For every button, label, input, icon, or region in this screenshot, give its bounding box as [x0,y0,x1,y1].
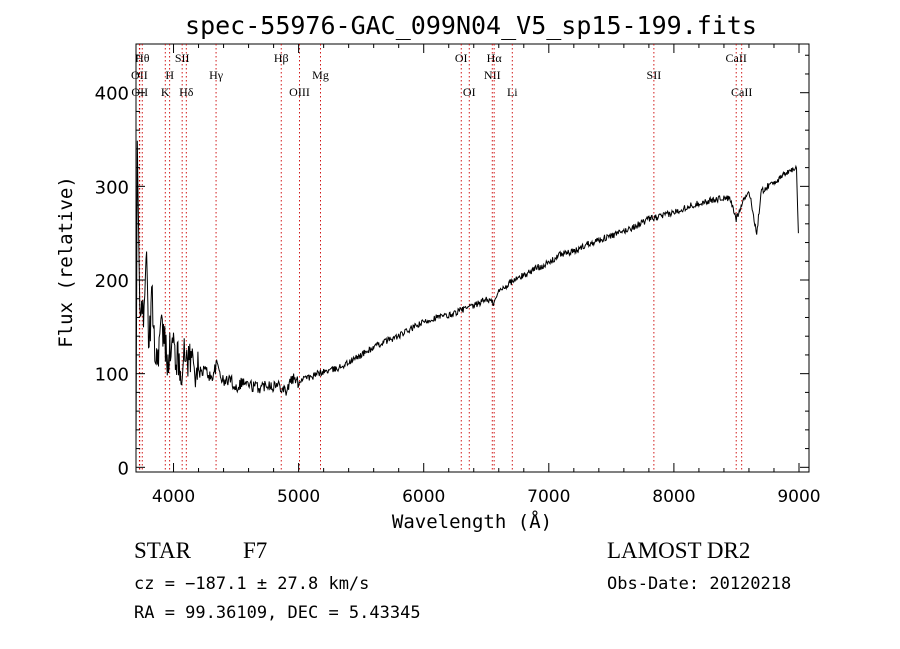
chart-title: spec-55976-GAC_099N04_V5_sp15-199.fits [185,11,757,40]
x-tick-label-7000: 7000 [527,487,570,507]
line-marker-label-0: OII [131,68,148,82]
line-marker-label-3: K [161,85,170,99]
line-marker-label-17: CaII [726,51,747,65]
spectrum-line [135,140,799,446]
x-axis-label: Wavelength (Å) [392,510,552,533]
line-marker-label-16: SII [647,68,662,82]
y-tick-label-0: 0 [118,458,129,479]
line-marker-label-1: OII [131,85,148,99]
y-tick-label-100: 100 [95,365,129,386]
x-tick-label-5000: 5000 [277,487,320,507]
plot-frame [135,43,810,473]
y-axis-label: Flux (relative) [55,176,77,348]
spectrum-series [135,140,799,446]
coordinates: RA = 99.36109, DEC = 5.43345 [134,603,421,623]
observation-date: Obs-Date: 20120218 [607,574,792,594]
line-marker-label-14: Hα [487,51,503,65]
x-axis-ticks: 4000 5000 6000 7000 8000 9000 [152,44,821,507]
line-marker-label-7: Hγ [209,68,224,82]
y-tick-label-400: 400 [95,84,129,105]
line-marker-label-8: Hβ [274,51,289,65]
line-marker-label-11: OI [455,51,468,65]
line-marker-label-6: Hδ [179,85,194,99]
line-marker-label-4: H [165,68,174,82]
object-subclass: F7 [243,538,268,563]
line-marker-label-9: OIII [289,85,310,99]
spectral-line-markers: OIIOIIHθKHSIIHδHγHβOIIIMgOIOINIIHαLiSIIC… [131,44,752,472]
survey-name: LAMOST DR2 [607,538,751,563]
x-tick-label-6000: 6000 [402,487,445,507]
y-axis-ticks: 0 100 200 300 400 [95,54,809,479]
y-tick-label-200: 200 [95,271,129,292]
object-class: STAR [134,538,191,563]
x-tick-label-4000: 4000 [152,487,195,507]
redshift-cz: cz = −187.1 ± 27.8 km/s [134,574,370,594]
line-marker-label-15: Li [507,85,518,99]
line-marker-label-18: CaII [731,85,752,99]
y-tick-label-300: 300 [95,177,129,198]
x-tick-label-8000: 8000 [652,487,695,507]
line-marker-label-13: NII [484,68,501,82]
line-marker-label-10: Mg [312,68,329,82]
line-marker-label-2: Hθ [135,51,150,65]
x-tick-label-9000: 9000 [777,487,820,507]
line-marker-label-12: OI [463,85,476,99]
line-marker-label-5: SII [175,51,190,65]
